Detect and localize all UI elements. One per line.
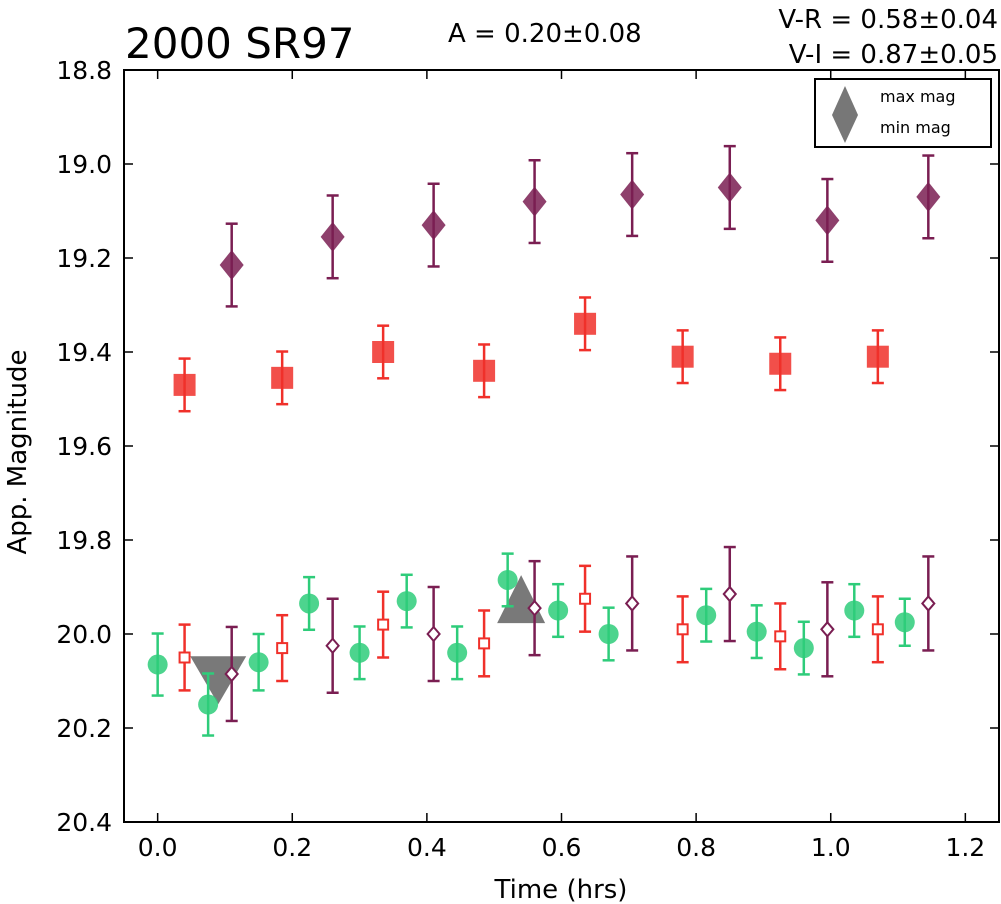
data-point-square-open xyxy=(377,618,390,631)
data-point-square-open xyxy=(579,592,592,605)
data-point-circle xyxy=(746,621,767,642)
data-point-circle xyxy=(396,591,417,612)
data-point-square xyxy=(671,345,694,368)
data-point-diamond-open xyxy=(820,620,835,638)
data-point-square-open xyxy=(676,623,689,636)
x-tick-label: 0.8 xyxy=(676,833,716,862)
data-point-square xyxy=(574,312,597,335)
data-point-square xyxy=(866,345,889,368)
data-point-square xyxy=(372,341,395,363)
data-marks xyxy=(147,144,941,737)
data-point-circle xyxy=(299,593,320,614)
plot-frame xyxy=(123,69,1000,823)
y-tick-label: 19.2 xyxy=(56,244,112,273)
data-point-diamond xyxy=(717,172,742,203)
data-point-circle xyxy=(147,654,168,675)
x-tick-label: 0.6 xyxy=(542,833,582,862)
data-point-circle xyxy=(793,638,814,659)
data-point-diamond-open xyxy=(722,585,738,603)
legend-label-min-mag: min mag xyxy=(880,118,951,137)
legend-max-mag-triangle-icon xyxy=(832,86,858,115)
min-mag-triangle xyxy=(190,656,247,705)
data-point-square xyxy=(769,352,792,375)
y-tick-label: 20.2 xyxy=(56,714,112,743)
data-point-circle xyxy=(497,569,518,590)
data-point-diamond xyxy=(219,250,244,281)
x-tick-label: 0.2 xyxy=(272,833,312,862)
v-r-annotation: V-R = 0.58±0.04 xyxy=(778,5,998,35)
data-point-circle xyxy=(248,652,269,673)
y-tick-label: 19.0 xyxy=(56,150,112,179)
data-point-diamond-open xyxy=(426,625,441,643)
data-point-diamond-open xyxy=(325,637,340,655)
data-point-square-open xyxy=(774,630,787,643)
axis-ticks: 0.0 0.2 0.4 0.6 0.8 1.0 1.2 18.8 19.0 19.2 19.4 19.… xyxy=(56,56,999,862)
data-point-diamond xyxy=(522,186,547,217)
data-point-circle xyxy=(447,642,468,663)
data-point-circle xyxy=(894,612,915,633)
data-point-square xyxy=(173,373,196,396)
data-point-square xyxy=(473,359,496,382)
data-point-square xyxy=(271,366,294,389)
x-tick-label: 1.2 xyxy=(945,833,985,862)
data-point-diamond xyxy=(320,221,345,252)
data-point-diamond xyxy=(421,210,446,241)
data-point-circle xyxy=(349,642,370,663)
data-point-diamond-open xyxy=(224,665,240,683)
x-tick-label: 0.4 xyxy=(407,833,447,862)
y-tick-label: 20.4 xyxy=(56,808,112,837)
y-tick-label: 19.6 xyxy=(56,432,112,461)
data-point-diamond xyxy=(815,205,840,236)
x-axis-label: Time (hrs) xyxy=(494,875,628,904)
data-point-square-open xyxy=(178,651,191,664)
x-tick-label: 0.0 xyxy=(138,833,178,862)
data-point-square-open xyxy=(478,637,491,650)
y-tick-label: 19.8 xyxy=(56,526,112,555)
data-point-square-open xyxy=(276,642,289,655)
data-point-diamond-open xyxy=(921,594,936,612)
data-point-circle xyxy=(696,605,717,626)
y-axis-label: App. Magnitude xyxy=(3,349,33,554)
legend-label-max-mag: max mag xyxy=(880,87,956,106)
data-point-circle xyxy=(198,694,219,715)
legend-min-mag-triangle-icon xyxy=(832,115,858,143)
data-point-circle xyxy=(598,624,619,644)
chart-title: 2000 SR97 xyxy=(125,19,355,68)
y-tick-label: 19.4 xyxy=(56,338,112,367)
data-point-diamond xyxy=(916,181,941,212)
legend: max mag min mag xyxy=(814,78,992,148)
data-point-diamond-open xyxy=(624,594,640,612)
data-point-diamond-open xyxy=(527,599,542,617)
y-tick-label: 20.0 xyxy=(56,620,112,649)
x-tick-label: 1.0 xyxy=(811,833,851,862)
amplitude-annotation: A = 0.20±0.08 xyxy=(448,19,642,49)
data-point-diamond xyxy=(620,179,645,210)
data-point-circle xyxy=(548,600,569,621)
y-tick-label: 18.8 xyxy=(56,56,112,85)
data-point-circle xyxy=(844,600,865,621)
v-i-annotation: V-I = 0.87±0.05 xyxy=(789,40,998,70)
data-point-square-open xyxy=(871,623,884,636)
